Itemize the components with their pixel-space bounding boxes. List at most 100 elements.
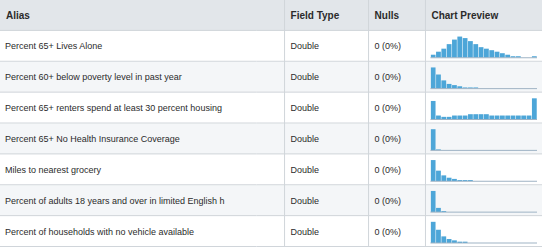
column-header: Nulls <box>375 10 400 21</box>
row-border <box>0 246 542 247</box>
alias-cell: Percent of adults 18 years and over in l… <box>5 196 225 206</box>
histogram-bar <box>431 67 436 88</box>
row-background <box>0 93 542 124</box>
row-background <box>0 185 542 216</box>
histogram-bar <box>436 230 441 243</box>
histogram-bar <box>447 44 452 58</box>
field-type-cell: Double <box>291 134 320 144</box>
histogram-bar <box>489 116 494 120</box>
row-background <box>0 124 542 155</box>
histogram <box>431 129 441 150</box>
histogram-bar <box>436 208 441 212</box>
row-border <box>0 61 542 62</box>
row-border <box>0 30 542 31</box>
row-background <box>0 154 542 185</box>
histogram-bar <box>447 239 452 243</box>
histogram-bar <box>484 49 489 58</box>
histogram-bar <box>479 47 484 58</box>
nulls-cell: 0 (0%) <box>375 196 402 206</box>
histogram-bar <box>452 85 457 89</box>
field-type-cell: Double <box>291 165 320 175</box>
alias-cell: Percent 60+ below poverty level in past … <box>5 72 182 82</box>
row-border <box>0 92 542 93</box>
histogram-bar <box>468 114 473 119</box>
histogram-bar <box>431 191 436 212</box>
histogram <box>431 67 478 88</box>
histogram-bar <box>447 84 452 89</box>
histogram-bar <box>495 116 500 120</box>
histogram <box>431 222 468 243</box>
column-header: Chart Preview <box>431 10 498 21</box>
histogram-bar <box>441 80 446 88</box>
column-border <box>368 0 369 247</box>
row-background <box>0 216 542 247</box>
row-border <box>0 123 542 124</box>
header-background <box>0 0 542 31</box>
column-header: Field Type <box>291 10 340 21</box>
row-border <box>0 153 542 154</box>
field-type-cell: Double <box>291 41 320 51</box>
histogram-bar <box>441 49 446 58</box>
histogram-bar <box>511 116 516 120</box>
histogram-bar <box>447 178 452 182</box>
histogram-bar <box>516 116 521 120</box>
histogram-bar <box>479 114 484 119</box>
histogram-bar <box>431 101 436 120</box>
baseline <box>430 181 537 182</box>
field-type-cell: Double <box>291 72 320 82</box>
histogram-bar <box>457 116 462 120</box>
histogram-bar <box>431 129 436 150</box>
histogram-bar <box>500 116 505 120</box>
histogram-bar <box>495 52 500 58</box>
nulls-cell: 0 (0%) <box>375 134 402 144</box>
histogram-bar <box>431 160 436 181</box>
alias-cell: Percent of households with no vehicle av… <box>5 227 194 237</box>
histogram-bar <box>489 50 494 58</box>
histogram-bar <box>436 52 441 58</box>
histogram-bar <box>436 75 441 89</box>
histogram-bar <box>527 116 532 120</box>
field-type-cell: Double <box>291 196 320 206</box>
nulls-cell: 0 (0%) <box>375 227 402 237</box>
nulls-cell: 0 (0%) <box>375 41 402 51</box>
histogram <box>431 160 473 181</box>
histogram-bar <box>436 116 441 120</box>
histogram-bar <box>532 98 537 119</box>
nulls-cell: 0 (0%) <box>375 103 402 113</box>
nulls-cell: 0 (0%) <box>375 165 402 175</box>
baseline <box>430 243 537 244</box>
alias-cell: Percent 65+ Lives Alone <box>5 41 102 51</box>
histogram-bar <box>452 40 457 58</box>
row-border <box>0 184 542 185</box>
alias-cell: Percent 65+ renters spend at least 30 pe… <box>5 103 222 113</box>
histogram <box>431 98 537 119</box>
field-type-cell: Double <box>291 103 320 113</box>
baseline <box>430 150 537 151</box>
column-border <box>284 0 285 247</box>
alias-cell: Miles to nearest grocery <box>5 165 102 175</box>
histogram-bar <box>500 53 505 58</box>
histogram-bar <box>452 116 457 120</box>
column-header: Alias <box>6 10 30 21</box>
table-chart: Alias Field Type Nulls Chart Preview Percent… <box>0 0 542 247</box>
baseline <box>430 212 537 213</box>
column-border <box>425 0 426 247</box>
histogram-bar <box>463 116 468 120</box>
nulls-cell: 0 (0%) <box>375 72 402 82</box>
field-type-cell: Double <box>291 227 320 237</box>
alias-cell: Percent 65+ No Health Insurance Coverage <box>5 134 180 144</box>
histogram-bar <box>463 38 468 58</box>
histogram-bar <box>473 114 478 119</box>
histogram-bar <box>468 41 473 58</box>
histogram-bar <box>505 116 510 120</box>
histogram-bar <box>431 222 436 243</box>
row-border <box>0 215 542 216</box>
histogram-bar <box>441 175 446 181</box>
histogram <box>431 37 537 58</box>
histogram <box>431 191 446 212</box>
histogram-bar <box>436 171 441 182</box>
histogram-bar <box>457 37 462 58</box>
histogram-bar <box>521 116 526 120</box>
histogram-bar <box>441 236 446 243</box>
histogram-bar <box>473 44 478 58</box>
